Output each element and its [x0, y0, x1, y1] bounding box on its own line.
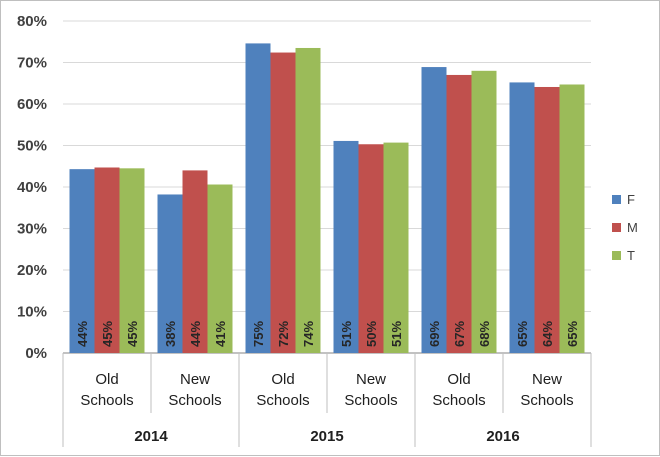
- data-label: 75%: [251, 321, 266, 347]
- y-tick-label: 30%: [17, 221, 47, 238]
- bar-F: [157, 194, 183, 353]
- category-label: New: [532, 371, 562, 388]
- bar-M: [270, 52, 296, 353]
- category-label: New: [356, 371, 386, 388]
- category-label: Schools: [432, 392, 485, 409]
- category-label: Old: [271, 371, 294, 388]
- bar-T: [207, 184, 233, 353]
- data-label: 64%: [540, 321, 555, 347]
- y-tick-label: 20%: [17, 262, 47, 279]
- data-label: 51%: [339, 321, 354, 347]
- bar-M: [358, 144, 384, 353]
- bar-F: [245, 43, 271, 353]
- category-label: New: [180, 371, 210, 388]
- y-tick-label: 40%: [17, 179, 47, 196]
- data-label: 65%: [515, 321, 530, 347]
- group-label: 2016: [486, 428, 519, 445]
- category-label: Schools: [344, 392, 397, 409]
- data-label: 65%: [565, 321, 580, 347]
- y-tick-label: 50%: [17, 138, 47, 155]
- bar-M: [94, 167, 120, 353]
- data-label: 44%: [75, 321, 90, 347]
- y-tick-label: 80%: [17, 13, 47, 30]
- y-tick-label: 70%: [17, 55, 47, 72]
- bar-F: [333, 140, 359, 353]
- bar-M: [446, 74, 472, 353]
- category-label: Schools: [256, 392, 309, 409]
- legend-label: M: [627, 220, 638, 235]
- bar-F: [69, 169, 95, 353]
- legend-swatch-F: [612, 195, 621, 204]
- bar-M: [534, 86, 560, 354]
- data-label: 67%: [452, 321, 467, 347]
- legend-swatch-M: [612, 223, 621, 232]
- legend-label: F: [627, 192, 635, 207]
- legend-swatch-T: [612, 251, 621, 260]
- bar-T: [383, 142, 409, 353]
- data-label: 45%: [125, 321, 140, 347]
- category-label: Schools: [168, 392, 221, 409]
- bar-M: [182, 170, 208, 353]
- bar-T: [295, 47, 321, 353]
- bar-T: [471, 70, 497, 354]
- data-label: 45%: [100, 321, 115, 347]
- category-label: Old: [95, 371, 118, 388]
- y-tick-label: 0%: [25, 345, 47, 362]
- data-label: 41%: [213, 321, 228, 347]
- bar-F: [509, 82, 535, 354]
- data-label: 68%: [477, 321, 492, 347]
- data-label: 72%: [276, 321, 291, 347]
- bar-T: [559, 84, 585, 354]
- y-tick-label: 60%: [17, 96, 47, 113]
- category-label: Old: [447, 371, 470, 388]
- data-label: 44%: [188, 321, 203, 347]
- data-label: 74%: [301, 321, 316, 347]
- data-label: 38%: [163, 321, 178, 347]
- group-label: 2015: [310, 428, 343, 445]
- legend-label: T: [627, 248, 635, 263]
- data-label: 51%: [389, 321, 404, 347]
- data-label: 69%: [427, 321, 442, 347]
- data-label: 50%: [364, 321, 379, 347]
- bar-T: [119, 168, 145, 353]
- category-label: Schools: [80, 392, 133, 409]
- group-label: 2014: [134, 428, 168, 445]
- bar-F: [421, 67, 447, 353]
- y-tick-label: 10%: [17, 304, 47, 321]
- category-label: Schools: [520, 392, 573, 409]
